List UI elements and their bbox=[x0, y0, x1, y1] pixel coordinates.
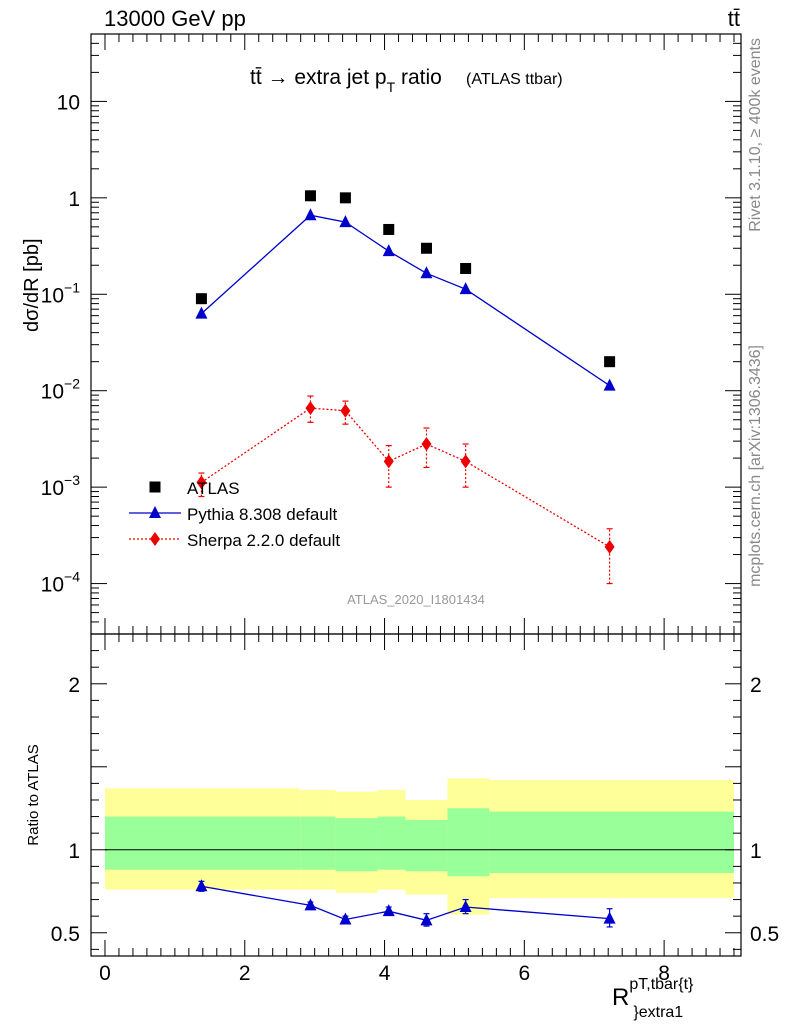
rivet-label: Rivet 3.1.10, ≥ 400k events bbox=[747, 38, 764, 232]
band-inner bbox=[447, 808, 490, 877]
beam-label: 13000 GeV pp bbox=[104, 6, 246, 31]
atlas-point bbox=[604, 356, 616, 368]
sherpa-point bbox=[421, 437, 432, 452]
atlas-point bbox=[383, 223, 395, 235]
atlas-point bbox=[420, 242, 432, 254]
legend-sherpa-marker bbox=[150, 532, 160, 546]
sherpa-point bbox=[460, 454, 471, 469]
ratio-pythia-point bbox=[603, 911, 616, 924]
ratio-pythia-point bbox=[195, 879, 208, 892]
main-ytick-base: 10 bbox=[41, 574, 64, 597]
main-ylabel: dσ/dR [pb] bbox=[21, 238, 43, 332]
band-inner bbox=[377, 816, 406, 870]
ratio-ytick-label: 1 bbox=[68, 840, 80, 863]
pythia-point bbox=[603, 378, 616, 391]
xlabel-sup: pT,tbar{t} bbox=[629, 976, 694, 993]
xlabel-sub: }extra1 bbox=[633, 1004, 683, 1021]
xlabel-base: R bbox=[612, 984, 629, 1011]
ratio-pythia-point bbox=[382, 904, 395, 917]
main-ytick-label: 1 bbox=[68, 188, 80, 211]
ratio-pythia-point bbox=[420, 913, 433, 926]
main-ytick-base: 10 bbox=[57, 91, 80, 114]
legend-atlas-marker bbox=[149, 481, 161, 493]
atlas-point bbox=[195, 293, 207, 305]
ratio-xtick-label: 0 bbox=[99, 962, 111, 985]
band-inner bbox=[104, 816, 301, 870]
pythia-point bbox=[339, 215, 352, 228]
plot-title-main: tt̄ → extra jet p bbox=[250, 66, 387, 89]
ratio-ytick-label-right: 2 bbox=[750, 674, 762, 697]
sherpa-point bbox=[196, 475, 207, 490]
band-inner bbox=[300, 816, 336, 870]
plot-title-sub: T bbox=[387, 79, 396, 95]
plot-title: tt̄ → extra jet pT ratio bbox=[250, 66, 442, 95]
legend-atlas-label: ATLAS bbox=[187, 479, 240, 498]
legend-pythia-label: Pythia 8.308 default bbox=[187, 505, 338, 524]
band-inner bbox=[335, 818, 378, 872]
main-ytick-base: 1 bbox=[68, 188, 80, 211]
main-ytick-exp: −2 bbox=[64, 376, 80, 392]
legend: ATLAS Pythia 8.308 default Sherpa 2.2.0 de… bbox=[129, 479, 340, 550]
main-ytick-base: 10 bbox=[41, 477, 64, 500]
main-ylabel-text: dσ/dR [pb] bbox=[21, 238, 43, 332]
ratio-pythia-point bbox=[339, 912, 352, 925]
process-label: tt̄ bbox=[728, 6, 740, 31]
pythia-point bbox=[304, 208, 317, 221]
ratio-xtick-label: 2 bbox=[239, 962, 251, 985]
ratio-frame bbox=[90, 633, 742, 957]
ratio-xtick-label: 8 bbox=[658, 962, 670, 985]
ratio-pythia-point bbox=[459, 900, 472, 913]
plot-title-tail: ratio bbox=[395, 66, 442, 89]
band-inner bbox=[405, 819, 448, 872]
pythia-point bbox=[382, 244, 395, 257]
atlas-point bbox=[339, 192, 351, 204]
xlabel: RpT,tbar{t} }extra1 bbox=[612, 976, 694, 1021]
main-ytick-base: 10 bbox=[41, 284, 64, 307]
main-ytick-label: 10−4 bbox=[41, 569, 81, 597]
main-ytick-exp: −1 bbox=[64, 279, 80, 295]
ratio-ytick-label-right: 0.5 bbox=[750, 923, 779, 946]
atlas-point bbox=[304, 190, 316, 202]
sherpa-point bbox=[604, 539, 615, 554]
legend-pythia-marker bbox=[149, 506, 161, 518]
main-ytick-label: 10−2 bbox=[41, 376, 81, 404]
ratio-xtick-label: 4 bbox=[379, 962, 391, 985]
mcplots-label: mcplots.cern.ch [arXiv:1306.3436] bbox=[747, 345, 764, 587]
ratio-pythia-point bbox=[304, 898, 317, 911]
sherpa-line bbox=[201, 407, 610, 548]
main-ytick-label: 10 bbox=[57, 91, 80, 114]
main-ytick-base: 10 bbox=[41, 381, 64, 404]
sherpa-point bbox=[383, 454, 394, 469]
pythia-line bbox=[200, 214, 610, 387]
ratio-ytick-label: 2 bbox=[68, 674, 80, 697]
band-inner bbox=[489, 811, 735, 874]
plot-title-tag: (ATLAS ttbar) bbox=[466, 71, 563, 88]
atlas-point bbox=[460, 263, 472, 275]
main-ytick-label: 10−1 bbox=[41, 279, 81, 307]
analysis-id: ATLAS_2020_I1801434 bbox=[347, 592, 485, 607]
ratio-xtick-label: 6 bbox=[518, 962, 530, 985]
pythia-point bbox=[195, 306, 208, 319]
ratio-ytick-label-right: 1 bbox=[750, 840, 762, 863]
ratio-panel: 0 2 4 6 8 0.5 0.5 1 1 2 2 bbox=[51, 633, 779, 985]
main-ytick-exp: −4 bbox=[64, 569, 80, 585]
pythia-point bbox=[420, 266, 433, 279]
pythia-point bbox=[459, 282, 472, 295]
ratio-ytick-label: 0.5 bbox=[51, 923, 80, 946]
main-ytick-label: 10−3 bbox=[41, 472, 81, 500]
main-ytick-exp: −3 bbox=[64, 472, 80, 488]
legend-sherpa-label: Sherpa 2.2.0 default bbox=[187, 531, 340, 550]
sherpa-point bbox=[305, 401, 316, 416]
ratio-ylabel: Ratio to ATLAS bbox=[25, 744, 42, 845]
sherpa-point bbox=[340, 403, 351, 418]
